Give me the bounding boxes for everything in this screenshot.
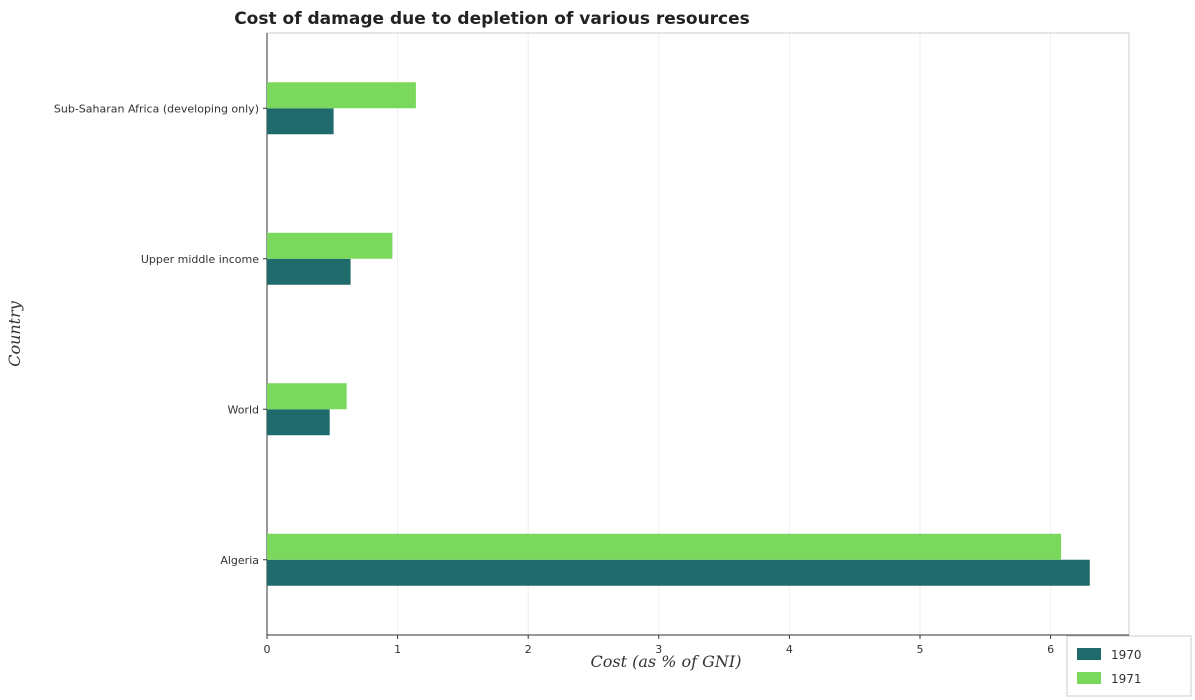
y-tick-label: World bbox=[227, 403, 259, 416]
x-tick-label: 0 bbox=[264, 643, 271, 656]
x-tick-label: 4 bbox=[786, 643, 793, 656]
legend-swatch-1971 bbox=[1077, 672, 1101, 684]
x-axis-label: Cost (as % of GNI) bbox=[591, 652, 742, 671]
x-tick-label: 1 bbox=[394, 643, 401, 656]
y-ticks: Sub-Saharan Africa (developing only) Uppe… bbox=[54, 102, 267, 567]
bar-1970 bbox=[267, 258, 351, 285]
bar-1970 bbox=[267, 559, 1090, 586]
bar-1971 bbox=[267, 232, 393, 259]
y-tick-label: Upper middle income bbox=[141, 253, 259, 266]
bar-1971 bbox=[267, 82, 416, 109]
legend: 1970 1971 bbox=[1066, 635, 1192, 697]
bar-1971 bbox=[267, 383, 347, 410]
bar-1971 bbox=[267, 533, 1062, 560]
legend-box bbox=[1066, 635, 1192, 697]
legend-label-1970: 1970 bbox=[1111, 648, 1142, 662]
y-tick-label: Algeria bbox=[220, 554, 259, 567]
bar-1970 bbox=[267, 108, 334, 135]
y-tick-label: Sub-Saharan Africa (developing only) bbox=[54, 102, 259, 115]
x-tick-label: 5 bbox=[917, 643, 924, 656]
x-ticks: 0 1 2 3 4 5 6 bbox=[264, 635, 1054, 656]
x-tick-label: 2 bbox=[525, 643, 532, 656]
x-tick-label: 3 bbox=[655, 643, 662, 656]
x-tick-label: 6 bbox=[1047, 643, 1054, 656]
y-axis-label: Country bbox=[5, 300, 24, 367]
legend-swatch-1970 bbox=[1077, 648, 1101, 660]
chart-title: Cost of damage due to depletion of vario… bbox=[234, 9, 750, 29]
bars bbox=[267, 82, 1090, 586]
legend-label-1971: 1971 bbox=[1111, 672, 1142, 686]
bar-1970 bbox=[267, 409, 330, 436]
